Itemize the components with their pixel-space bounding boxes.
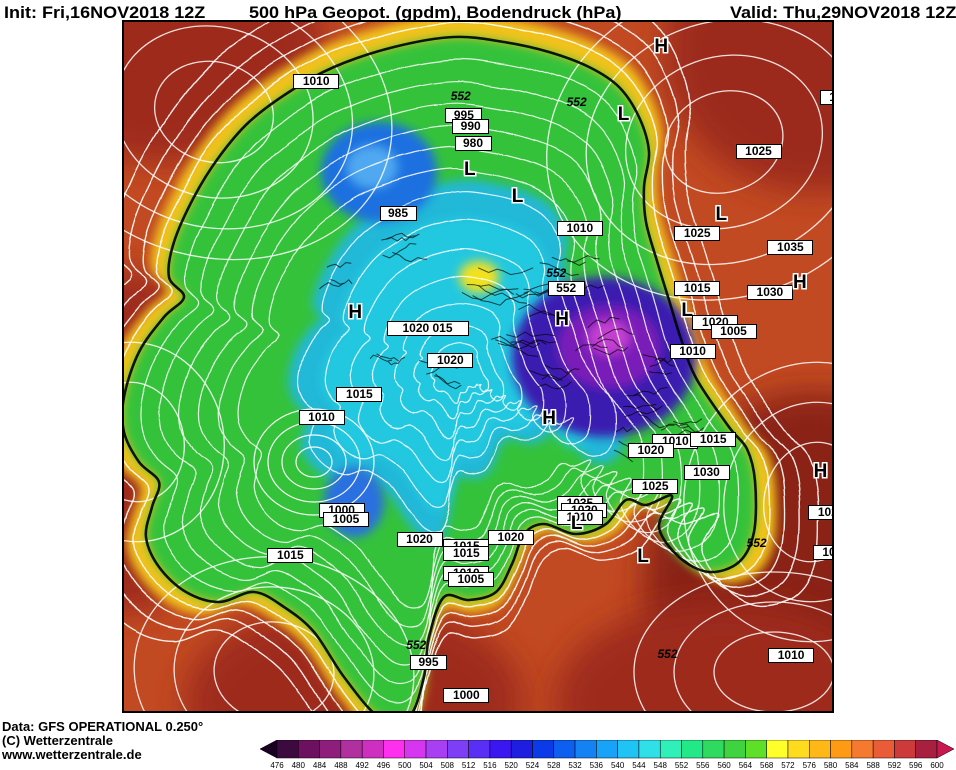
svg-text:492: 492 [355,761,369,770]
svg-text:592: 592 [888,761,902,770]
svg-text:560: 560 [717,761,731,770]
svg-text:516: 516 [483,761,497,770]
svg-text:508: 508 [441,761,455,770]
svg-text:580: 580 [824,761,838,770]
svg-text:512: 512 [462,761,476,770]
svg-text:552: 552 [675,761,689,770]
svg-text:480: 480 [292,761,306,770]
svg-text:500: 500 [398,761,412,770]
svg-text:548: 548 [654,761,668,770]
svg-text:520: 520 [505,761,519,770]
svg-text:488: 488 [334,761,348,770]
svg-text:496: 496 [377,761,391,770]
svg-text:564: 564 [739,761,753,770]
svg-text:600: 600 [930,761,944,770]
svg-text:476: 476 [270,761,284,770]
svg-text:596: 596 [909,761,923,770]
svg-text:568: 568 [760,761,774,770]
svg-text:588: 588 [866,761,880,770]
svg-text:536: 536 [590,761,604,770]
svg-text:528: 528 [547,761,561,770]
svg-text:556: 556 [696,761,710,770]
svg-text:524: 524 [526,761,540,770]
svg-text:532: 532 [568,761,582,770]
svg-text:572: 572 [781,761,795,770]
svg-text:504: 504 [419,761,433,770]
svg-text:544: 544 [632,761,646,770]
svg-text:576: 576 [803,761,817,770]
svg-text:540: 540 [611,761,625,770]
svg-text:584: 584 [845,761,859,770]
svg-text:484: 484 [313,761,327,770]
